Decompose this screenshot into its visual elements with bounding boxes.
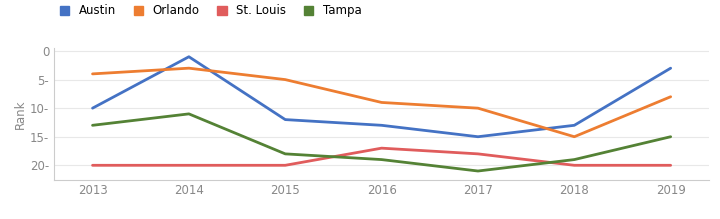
Austin — [89, 107, 97, 110]
Tampa — [377, 158, 386, 161]
Tampa — [281, 153, 289, 155]
Tampa — [570, 158, 579, 161]
St. Louis — [281, 164, 289, 167]
St. Louis — [570, 164, 579, 167]
Austin — [570, 124, 579, 127]
St. Louis — [474, 153, 482, 155]
Orlando — [184, 67, 193, 69]
Y-axis label: Rank: Rank — [14, 99, 27, 129]
St. Louis — [89, 164, 97, 167]
Line: Tampa: Tampa — [93, 114, 670, 171]
Orlando — [377, 101, 386, 104]
St. Louis — [377, 147, 386, 150]
Orlando — [666, 95, 675, 98]
Austin — [474, 135, 482, 138]
Line: St. Louis: St. Louis — [93, 148, 670, 165]
Orlando — [474, 107, 482, 110]
Tampa — [474, 170, 482, 172]
Tampa — [666, 135, 675, 138]
Orlando — [281, 78, 289, 81]
Austin — [184, 55, 193, 58]
Austin — [666, 67, 675, 69]
Legend: Austin, Orlando, St. Louis, Tampa: Austin, Orlando, St. Louis, Tampa — [60, 4, 361, 17]
Line: Austin: Austin — [93, 57, 670, 137]
Orlando — [89, 72, 97, 75]
Tampa — [184, 113, 193, 115]
Tampa — [89, 124, 97, 127]
Line: Orlando: Orlando — [93, 68, 670, 137]
St. Louis — [184, 164, 193, 167]
Austin — [377, 124, 386, 127]
St. Louis — [666, 164, 675, 167]
Austin — [281, 118, 289, 121]
Orlando — [570, 135, 579, 138]
